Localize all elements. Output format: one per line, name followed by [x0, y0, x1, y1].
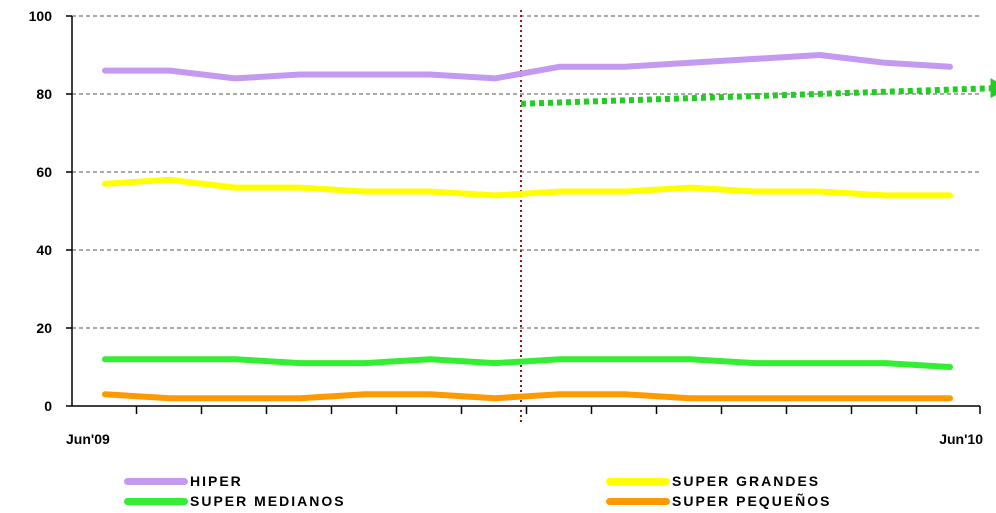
- x-tick-label-end: Jun'10: [939, 431, 983, 447]
- axes: [66, 15, 981, 414]
- series-line-super-medianos: [102, 356, 953, 370]
- tick-labels: 0 20 40 60 80 100 Jun'09 Jun'10: [29, 8, 984, 447]
- gridlines: [72, 15, 980, 329]
- series-line-super-peque-os: [102, 391, 953, 402]
- trend-arrow-shaft: [520, 85, 995, 107]
- series-line-hiper: [102, 52, 953, 82]
- series-lines: [102, 52, 953, 402]
- y-tick-label: 0: [44, 398, 52, 414]
- y-tick-label: 60: [36, 164, 52, 180]
- y-tick-label: 100: [29, 8, 53, 24]
- series-line-super-grandes: [102, 176, 953, 199]
- y-tick-label: 20: [36, 320, 52, 336]
- x-tick-label-start: Jun'09: [66, 431, 110, 447]
- trend-arrow-head: [990, 78, 996, 99]
- y-tick-label: 80: [36, 86, 52, 102]
- trend-arrow: [520, 78, 996, 107]
- y-tick-label: 40: [36, 242, 52, 258]
